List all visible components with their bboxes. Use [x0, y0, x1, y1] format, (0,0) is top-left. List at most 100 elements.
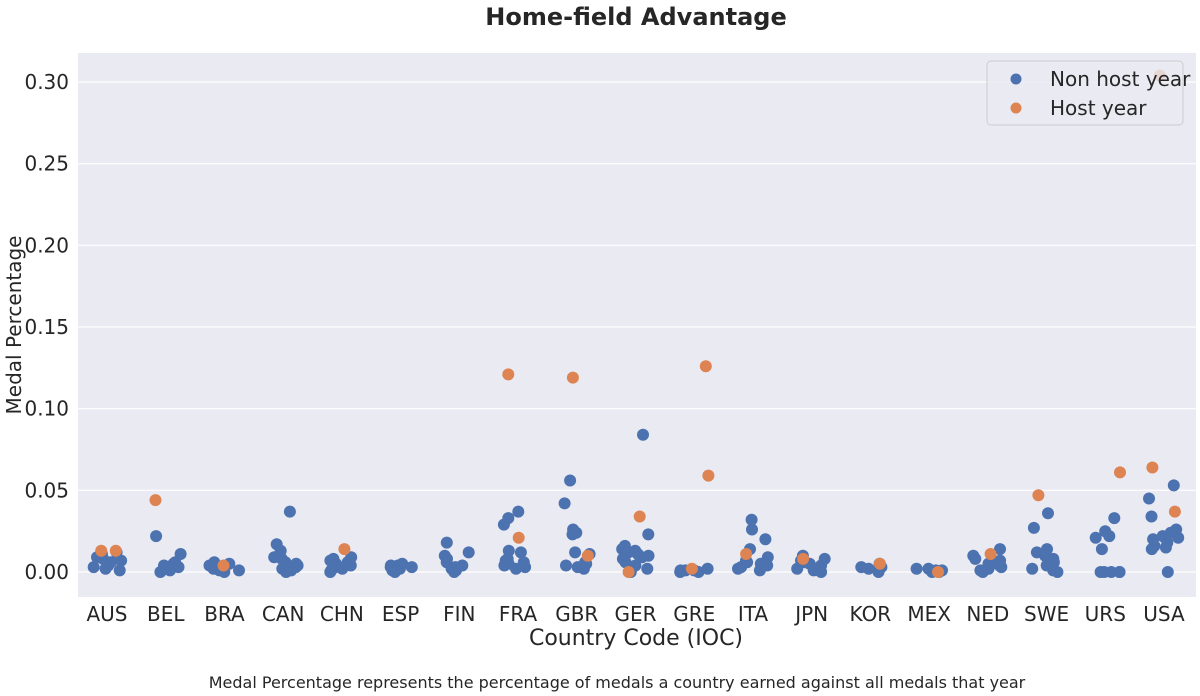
x-tick-label: NED: [966, 602, 1009, 626]
data-point-non-host: [440, 536, 453, 549]
y-tick-label: 0.05: [24, 478, 69, 502]
data-point-non-host: [512, 505, 525, 518]
data-point-non-host: [1159, 541, 1172, 554]
legend: Non host year Host year: [986, 60, 1191, 126]
data-point-non-host: [701, 562, 714, 575]
data-point-non-host: [641, 562, 654, 575]
data-point-non-host: [1026, 562, 1039, 575]
x-tick-label: BEL: [147, 602, 185, 626]
data-point-non-host: [161, 562, 174, 575]
data-point-non-host: [1108, 512, 1121, 525]
data-point-non-host: [113, 564, 126, 577]
data-point-non-host: [674, 566, 687, 578]
legend-box: [986, 60, 1184, 126]
y-tick-label: 0.20: [24, 233, 69, 257]
data-point-non-host: [233, 564, 245, 577]
data-point-non-host: [636, 551, 648, 564]
legend-label-non-host: Non host year: [1050, 67, 1191, 91]
data-point-non-host: [519, 561, 532, 574]
data-point-non-host: [514, 546, 527, 559]
data-point-host: [1168, 505, 1181, 518]
data-point-host: [622, 566, 635, 578]
data-point-non-host: [815, 566, 828, 578]
caption: Medal Percentage represents the percenta…: [209, 673, 1026, 692]
data-point-host: [932, 566, 944, 578]
data-point-host: [699, 360, 712, 373]
data-point-non-host: [283, 505, 296, 518]
x-tick-label: GBR: [555, 602, 598, 626]
x-tick-label: BRA: [204, 602, 245, 626]
y-tick-labels: 0.00 0.05 0.10 0.15 0.20 0.25 0.30: [24, 70, 69, 584]
data-point-non-host: [976, 566, 989, 578]
data-point-non-host: [564, 474, 577, 487]
data-point-host: [338, 543, 351, 556]
data-point-non-host: [1145, 510, 1158, 523]
data-point-non-host: [732, 562, 744, 575]
data-point-non-host: [384, 561, 397, 574]
data-point-host: [1114, 466, 1126, 479]
data-point-non-host: [102, 559, 115, 572]
x-tick-label: KOR: [850, 602, 892, 626]
x-tick-labels: AUS BEL BRA CAN CHN ESP FIN FRA GBR GER GRE ITA JPN K…: [86, 602, 1185, 626]
data-point-host: [1032, 489, 1045, 502]
data-point-host: [685, 562, 698, 575]
data-point-host: [740, 548, 753, 560]
plot-area: [78, 53, 1196, 597]
data-point-non-host: [1051, 566, 1064, 578]
data-point-non-host: [1095, 543, 1108, 556]
data-point-non-host: [275, 552, 288, 565]
data-point-non-host: [1161, 566, 1174, 578]
data-point-non-host: [345, 551, 358, 564]
x-tick-label: USA: [1143, 602, 1185, 626]
data-point-non-host: [1042, 507, 1054, 520]
data-point-host: [512, 531, 525, 544]
x-tick-label: CAN: [262, 602, 305, 626]
data-point-non-host: [1089, 531, 1102, 544]
data-point-host: [873, 557, 886, 570]
x-tick-label: GRE: [673, 602, 715, 626]
data-point-host: [633, 510, 646, 523]
data-point-non-host: [1027, 521, 1040, 534]
data-point-non-host: [280, 566, 293, 578]
x-tick-label: CHN: [320, 602, 364, 626]
data-point-host: [581, 549, 594, 562]
data-point-non-host: [510, 562, 522, 575]
x-tick-label: FRA: [499, 602, 538, 626]
data-point-non-host: [1167, 479, 1180, 492]
data-point-non-host: [462, 546, 475, 559]
legend-marker-non-host: [1010, 73, 1022, 85]
data-point-non-host: [449, 561, 462, 574]
chart-title: Home-field Advantage: [485, 3, 786, 31]
data-point-non-host: [560, 559, 572, 572]
x-tick-label: FIN: [443, 602, 475, 626]
data-point-host: [702, 469, 715, 482]
data-point-non-host: [324, 554, 337, 567]
data-point-host: [149, 494, 162, 507]
x-tick-label: ESP: [382, 602, 419, 626]
data-point-non-host: [569, 546, 582, 559]
data-point-non-host: [746, 523, 758, 536]
x-tick-label: ITA: [738, 602, 769, 626]
data-point-non-host: [405, 561, 418, 574]
data-point-non-host: [619, 556, 632, 569]
data-point-non-host: [558, 497, 571, 510]
data-point-host: [797, 552, 810, 565]
data-point-host: [1146, 461, 1159, 474]
data-point-non-host: [1145, 543, 1158, 556]
data-point-non-host: [566, 528, 579, 541]
data-point-non-host: [1105, 566, 1118, 578]
data-points: [87, 69, 1185, 578]
data-point-host: [95, 544, 108, 557]
legend-marker-host: [1010, 102, 1022, 114]
data-point-host: [217, 559, 230, 572]
data-point-non-host: [1172, 531, 1185, 544]
data-point-non-host: [994, 554, 1007, 567]
data-point-non-host: [1113, 566, 1126, 578]
data-point-host: [566, 371, 579, 384]
data-point-non-host: [497, 518, 510, 531]
x-axis-label: Country Code (IOC): [529, 626, 743, 651]
x-tick-label: URS: [1085, 602, 1126, 626]
legend-label-host: Host year: [1050, 96, 1147, 120]
x-tick-label: GER: [614, 602, 656, 626]
y-tick-label: 0.25: [24, 152, 69, 176]
